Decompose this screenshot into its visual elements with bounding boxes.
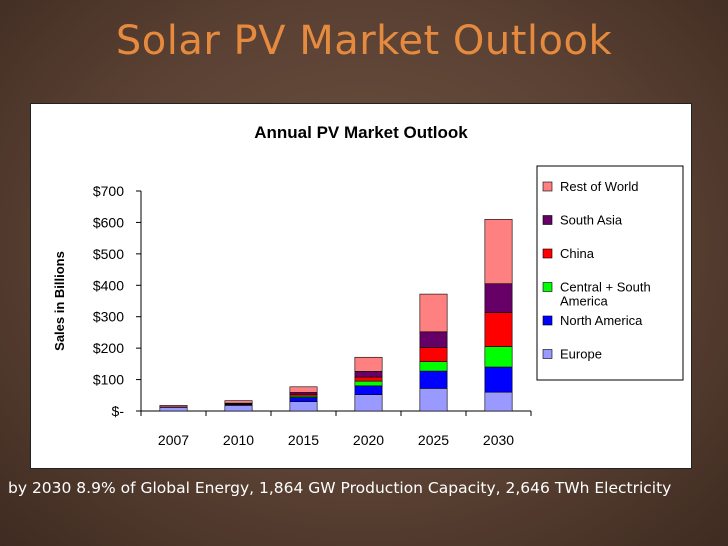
y-tick-label: $- bbox=[112, 403, 125, 419]
bar-segment-north-america-2015 bbox=[289, 397, 318, 402]
bar-segment-china-2020 bbox=[354, 376, 383, 382]
bar-segment-north-america-2030 bbox=[484, 366, 513, 393]
x-tick-label: 2020 bbox=[353, 432, 384, 448]
x-tick-label: 2030 bbox=[483, 432, 514, 448]
bar-segment-central-south-america-2025 bbox=[419, 361, 448, 372]
legend-swatch bbox=[542, 215, 553, 225]
bar-segment-central-south-america-2020 bbox=[354, 380, 383, 387]
legend-swatch bbox=[542, 315, 553, 326]
bar-segment-south-asia-2030 bbox=[484, 283, 513, 313]
bar-segment-rest-of-world-2007 bbox=[159, 405, 188, 408]
x-tick-label: 2007 bbox=[158, 432, 189, 448]
bar-segment-rest-of-world-2020 bbox=[354, 356, 383, 372]
y-tick-label: $100 bbox=[93, 372, 124, 388]
x-tick-label: 2025 bbox=[418, 432, 449, 448]
legend-label: Central + South America bbox=[560, 280, 651, 309]
y-axis-label: Sales in Billions bbox=[52, 251, 67, 351]
y-tick-label: $600 bbox=[93, 214, 124, 230]
bar-segment-north-america-2020 bbox=[354, 385, 383, 395]
x-tick-label: 2015 bbox=[288, 432, 319, 448]
slide-title: Solar PV Market Outlook bbox=[115, 18, 613, 64]
bar-segment-europe-2030 bbox=[484, 391, 513, 412]
legend-swatch bbox=[542, 349, 553, 359]
legend-swatch bbox=[542, 282, 553, 292]
legend-label: South Asia bbox=[560, 213, 623, 228]
legend-swatch bbox=[542, 248, 553, 259]
bar-segment-europe-2007 bbox=[159, 406, 188, 412]
legend-label: China bbox=[560, 246, 595, 261]
legend-label: Rest of World bbox=[560, 179, 639, 194]
bar-segment-europe-2010 bbox=[224, 405, 253, 412]
stacked-bar-chart: Annual PV Market Outlook Sales in Billion… bbox=[52, 123, 684, 448]
bar-segment-south-asia-2020 bbox=[354, 371, 383, 378]
chart-title: Annual PV Market Outlook bbox=[254, 123, 468, 142]
x-tick-label: 2010 bbox=[223, 432, 254, 448]
y-tick-label: $300 bbox=[93, 309, 124, 325]
y-tick-label: $700 bbox=[93, 183, 124, 199]
legend-label: North America bbox=[560, 313, 643, 328]
bar-segment-rest-of-world-2010 bbox=[224, 400, 253, 404]
bar-segment-china-2030 bbox=[484, 312, 513, 347]
bar-segment-europe-2025 bbox=[419, 388, 448, 412]
bar-segment-europe-2015 bbox=[289, 401, 318, 412]
bar-segment-rest-of-world-2025 bbox=[419, 293, 448, 333]
legend-box bbox=[536, 165, 684, 381]
bar-segment-china-2025 bbox=[419, 347, 448, 362]
bar-segment-north-america-2025 bbox=[419, 370, 448, 389]
y-tick-label: $500 bbox=[93, 246, 124, 262]
y-tick-label: $200 bbox=[93, 340, 124, 356]
legend-label: Europe bbox=[560, 347, 602, 362]
legend-swatch bbox=[542, 181, 553, 192]
chart-container: Annual PV Market Outlook Sales in Billion… bbox=[30, 103, 692, 469]
bar-segment-rest-of-world-2015 bbox=[289, 386, 318, 393]
bar-segment-rest-of-world-2030 bbox=[484, 218, 513, 285]
slide-caption: by 2030 8.9% of Global Energy, 1,864 GW … bbox=[8, 479, 672, 497]
y-tick-label: $400 bbox=[93, 277, 124, 293]
bar-segment-south-asia-2025 bbox=[419, 331, 448, 348]
bar-segment-south-asia-2015 bbox=[289, 392, 318, 395]
bar-segment-europe-2020 bbox=[354, 394, 383, 412]
bar-segment-central-south-america-2030 bbox=[484, 346, 513, 368]
